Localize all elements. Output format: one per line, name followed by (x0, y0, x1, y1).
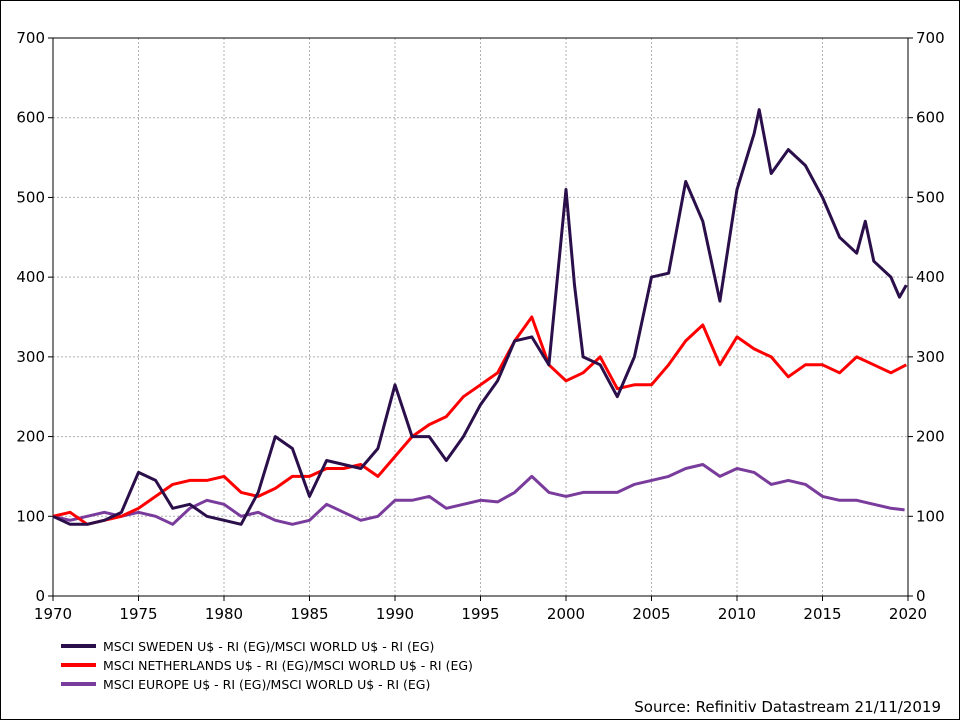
source-note: Source: Refinitiv Datastream 21/11/2019 (634, 698, 941, 716)
x-tick-label: 1995 (461, 605, 499, 623)
x-tick-label: 1970 (34, 605, 72, 623)
y-axis-left: 0 100 200 300 400 500 600 700 (16, 29, 53, 605)
y-tick-label-right: 700 (916, 29, 945, 47)
legend-label: MSCI SWEDEN U$ - RI (EG)/MSCI WORLD U$ -… (103, 639, 434, 654)
series-line-2 (52, 315, 907, 526)
y-tick-label: 400 (16, 268, 45, 286)
legend-label: MSCI EUROPE U$ - RI (EG)/MSCI WORLD U$ -… (103, 677, 430, 692)
series-line-1 (52, 108, 908, 526)
x-axis: 1970 1975 1980 1985 1990 1995 2000 2005 2010 2015… (34, 596, 927, 623)
y-tick-label: 100 (16, 507, 45, 525)
plot-area (52, 37, 909, 597)
series-line-3 (52, 463, 905, 526)
y-tick-label-right: 100 (916, 507, 945, 525)
x-tick-label: 2020 (889, 605, 927, 623)
gridlines (53, 38, 908, 596)
y-tick-label-right: 400 (916, 268, 945, 286)
x-tick-label: 1980 (205, 605, 243, 623)
y-tick-label-right: 0 (916, 587, 926, 605)
y-tick-label-right: 600 (916, 109, 945, 127)
x-tick-label: 1975 (119, 605, 157, 623)
series-lines (52, 108, 908, 526)
legend: MSCI SWEDEN U$ - RI (EG)/MSCI WORLD U$ -… (61, 639, 473, 692)
y-tick-label-right: 200 (916, 428, 945, 446)
x-tick-label: 2005 (632, 605, 670, 623)
x-tick-label: 2000 (547, 605, 585, 623)
x-tick-label: 2010 (718, 605, 756, 623)
x-tick-label: 1990 (376, 605, 414, 623)
y-tick-label: 300 (16, 348, 45, 366)
legend-label: MSCI NETHERLANDS U$ - RI (EG)/MSCI WORLD… (103, 658, 473, 673)
y-tick-label-right: 300 (916, 348, 945, 366)
x-tick-label: 1985 (290, 605, 328, 623)
y-tick-label: 200 (16, 428, 45, 446)
x-tick-label: 2015 (803, 605, 841, 623)
y-tick-label: 0 (35, 587, 45, 605)
y-tick-label-right: 500 (916, 188, 945, 206)
y-axis-right: 0 100 200 300 400 500 600 700 (908, 29, 945, 605)
y-tick-label: 600 (16, 109, 45, 127)
y-tick-label: 700 (16, 29, 45, 47)
y-tick-label: 500 (16, 188, 45, 206)
